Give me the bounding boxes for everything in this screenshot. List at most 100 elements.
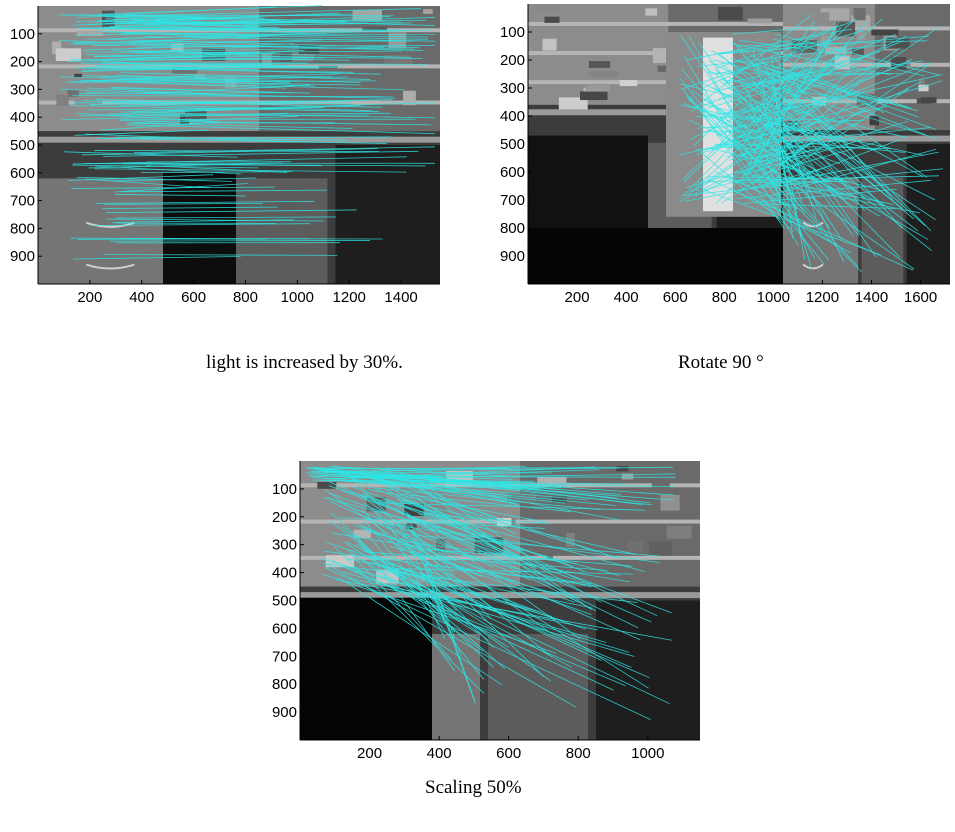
y-tick-label: 500 xyxy=(500,136,525,153)
match-line xyxy=(420,515,573,567)
caption-light: light is increased by 30%. xyxy=(206,352,403,373)
match-line xyxy=(760,53,817,218)
match-line xyxy=(679,78,830,261)
match-line xyxy=(68,174,214,181)
match-line xyxy=(90,99,392,105)
match-line xyxy=(341,526,506,669)
match-line xyxy=(424,564,592,585)
match-line xyxy=(774,115,845,262)
match-line xyxy=(94,65,260,71)
match-line xyxy=(324,567,651,720)
match-line xyxy=(136,102,436,112)
match-line xyxy=(353,524,575,603)
match-line xyxy=(104,254,338,256)
match-line xyxy=(714,171,799,210)
y-tick-label: 500 xyxy=(272,593,297,610)
y-tick-label: 900 xyxy=(272,704,297,721)
match-line xyxy=(95,99,349,105)
match-line xyxy=(124,35,272,39)
match-line xyxy=(331,532,630,583)
match-line xyxy=(763,93,860,182)
match-line xyxy=(716,55,797,75)
match-line xyxy=(109,240,370,242)
y-tick-label: 800 xyxy=(500,220,525,237)
match-line xyxy=(690,47,901,193)
match-line xyxy=(389,491,658,617)
match-line xyxy=(399,501,471,522)
match-line xyxy=(401,546,592,615)
match-line xyxy=(131,115,299,124)
match-line xyxy=(116,216,336,219)
match-line xyxy=(364,502,553,658)
figure-light-increased: 200 400 600 800 1000 1200 1400 100 200 300 400 500 6… xyxy=(0,0,450,306)
match-line xyxy=(701,188,882,256)
match-line xyxy=(706,78,813,109)
match-line xyxy=(385,484,597,553)
match-line xyxy=(368,474,618,559)
x-tick-label: 600 xyxy=(663,289,688,306)
match-line xyxy=(763,73,800,135)
match-line xyxy=(413,485,496,519)
match-line xyxy=(93,51,261,58)
match-line xyxy=(121,106,325,113)
match-line xyxy=(379,480,448,522)
match-line xyxy=(350,554,452,660)
match-line xyxy=(342,479,616,506)
match-line xyxy=(706,177,914,271)
match-line xyxy=(745,21,840,178)
match-line xyxy=(367,488,548,523)
match-line xyxy=(739,40,802,50)
match-line xyxy=(85,178,209,189)
match-line xyxy=(776,127,932,251)
match-line xyxy=(680,52,822,199)
y-tick-label: 100 xyxy=(272,481,297,498)
match-line xyxy=(742,43,808,146)
match-line xyxy=(772,148,937,196)
match-line xyxy=(709,126,915,270)
x-tick-label: 1000 xyxy=(281,289,314,306)
y-tick-label: 900 xyxy=(10,248,35,265)
match-line xyxy=(700,151,795,233)
match-line xyxy=(318,474,537,484)
match-line xyxy=(104,202,263,205)
match-line xyxy=(328,485,672,614)
y-tick-label: 700 xyxy=(500,192,525,209)
match-line xyxy=(680,28,867,90)
match-line xyxy=(97,137,388,144)
y-tick-label: 200 xyxy=(10,54,35,71)
y-tick-label: 200 xyxy=(500,52,525,69)
match-line xyxy=(381,522,660,564)
match-line xyxy=(413,516,510,556)
match-line xyxy=(86,38,420,49)
match-line xyxy=(120,189,327,193)
match-line xyxy=(769,50,885,114)
caption-scale: Scaling 50% xyxy=(425,777,522,798)
match-plot-light: 200 400 600 800 1000 1200 1400 100 200 300 400 500 6… xyxy=(10,5,440,306)
match-line xyxy=(353,553,484,652)
match-line xyxy=(751,78,877,258)
match-line xyxy=(94,150,380,152)
x-tick-label: 1400 xyxy=(384,289,417,306)
match-line xyxy=(696,80,943,156)
match-line xyxy=(717,145,786,152)
match-line xyxy=(680,83,908,138)
match-line xyxy=(95,200,315,204)
match-line xyxy=(392,502,581,640)
match-line xyxy=(76,176,233,182)
match-line xyxy=(393,568,633,575)
match-line xyxy=(343,541,509,648)
match-line xyxy=(145,165,288,173)
y-tick-label: 700 xyxy=(272,648,297,665)
match-line xyxy=(736,40,928,47)
x-tick-label: 1000 xyxy=(757,289,790,306)
match-line xyxy=(63,151,238,158)
x-tick-label: 200 xyxy=(565,289,590,306)
match-line xyxy=(742,65,795,180)
match-line xyxy=(751,119,843,185)
match-line xyxy=(361,493,596,611)
match-line xyxy=(127,49,305,60)
match-line xyxy=(103,150,419,157)
y-tick-label: 200 xyxy=(272,509,297,526)
match-line xyxy=(59,40,183,47)
y-tick-label: 600 xyxy=(272,620,297,637)
